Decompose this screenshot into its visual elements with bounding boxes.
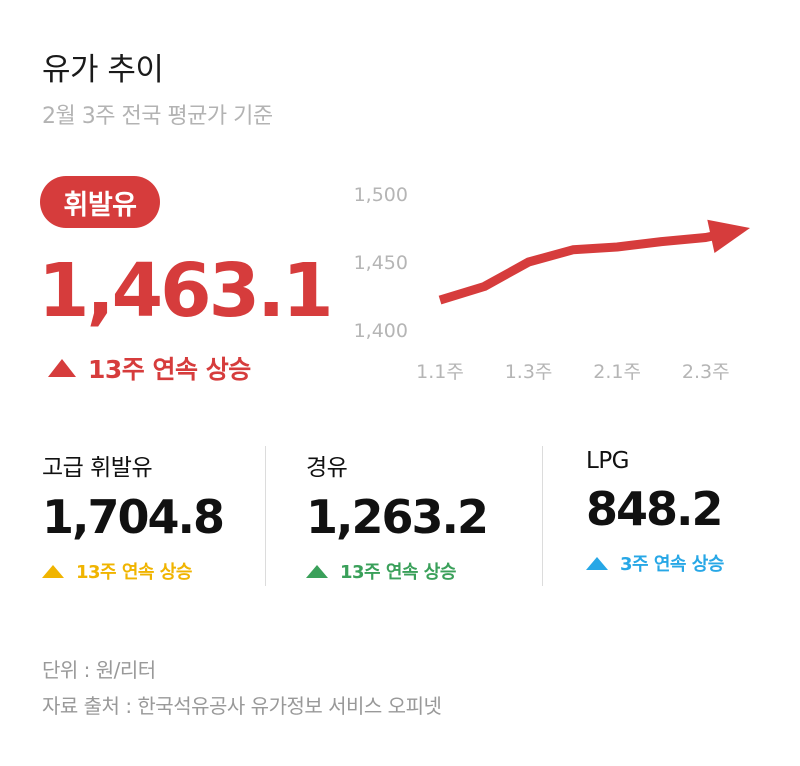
fuel-price: 1,263.2	[306, 490, 489, 544]
up-triangle-icon	[306, 564, 328, 578]
trend-arrow-head-icon	[707, 219, 750, 253]
x-tick-label: 1.1주	[416, 361, 464, 383]
fuel-label: 고급 휘발유	[42, 455, 153, 481]
fuel-card-premium: 고급 휘발유 1,704.8 13주 연속 상승	[42, 448, 252, 584]
page-title: 유가 추이	[42, 52, 164, 88]
unit-note: 단위 : 원/리터	[42, 658, 156, 682]
y-tick-label: 1,450	[354, 252, 408, 274]
fuel-card-lpg: LPG 848.2 3주 연속 상승	[586, 448, 786, 576]
fuel-badge-gasoline: 휘발유	[40, 176, 160, 228]
fuel-label: 경유	[306, 455, 348, 481]
x-tick-label: 2.3주	[682, 361, 730, 383]
column-divider	[265, 446, 266, 586]
gasoline-trend-label: 13주 연속 상승	[88, 355, 251, 384]
source-note: 자료 출처 : 한국석유공사 유가정보 서비스 오피넷	[42, 694, 442, 718]
fuel-trend: 3주 연속 상승	[586, 550, 786, 576]
x-tick-label: 2.1주	[593, 361, 641, 383]
fuel-price: 1,704.8	[42, 490, 225, 544]
y-tick-label: 1,500	[354, 184, 408, 206]
y-tick-label: 1,400	[354, 320, 408, 342]
gasoline-trend: 13주 연속 상승	[48, 350, 251, 386]
fuel-trend-label: 3주 연속 상승	[620, 554, 724, 575]
up-triangle-icon	[586, 556, 608, 570]
fuel-label: LPG	[586, 448, 630, 474]
up-triangle-icon	[42, 564, 64, 578]
fuel-price: 848.2	[586, 482, 724, 536]
gasoline-price: 1,463.1	[38, 248, 334, 334]
fuel-trend: 13주 연속 상승	[42, 558, 252, 584]
up-triangle-icon	[48, 359, 76, 377]
fuel-card-diesel: 경유 1,263.2 13주 연속 상승	[306, 448, 526, 584]
fuel-trend-label: 13주 연속 상승	[340, 562, 456, 583]
gasoline-line-chart: 1,500 1,450 1,400 1.1주 1.3주 2.1주 2.3주	[354, 184, 750, 383]
page-subtitle: 2월 3주 전국 평균가 기준	[42, 104, 273, 129]
x-tick-label: 1.3주	[505, 361, 553, 383]
fuel-trend: 13주 연속 상승	[306, 558, 526, 584]
column-divider	[542, 446, 543, 586]
fuel-trend-label: 13주 연속 상승	[76, 562, 192, 583]
series-line-gasoline	[438, 231, 716, 305]
